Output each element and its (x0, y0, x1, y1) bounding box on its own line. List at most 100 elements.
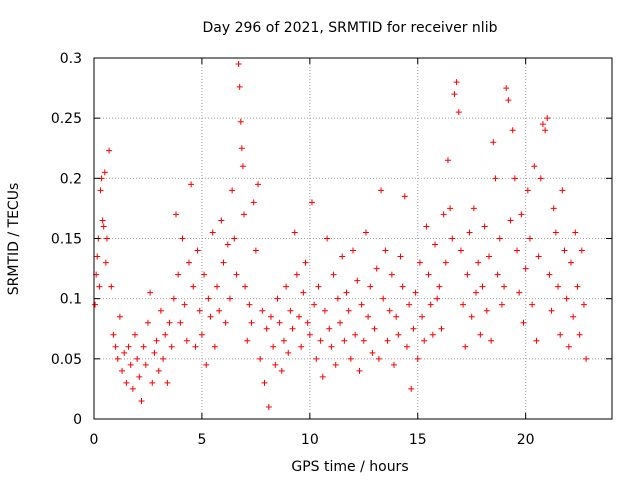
data-point (106, 147, 113, 154)
data-point (533, 337, 540, 344)
data-point (421, 337, 428, 344)
data-point (490, 139, 497, 146)
data-point (444, 157, 451, 164)
data-point (488, 337, 495, 344)
grid-lines (94, 58, 612, 419)
data-point (119, 367, 126, 374)
data-point (572, 229, 579, 236)
data-point (166, 319, 173, 326)
data-point (375, 355, 382, 362)
data-point (321, 307, 328, 314)
data-point (289, 325, 296, 332)
data-point (403, 343, 410, 350)
data-point (246, 301, 253, 308)
data-point (201, 271, 208, 278)
data-point (315, 283, 322, 290)
data-point (522, 265, 529, 272)
data-point (235, 61, 242, 68)
data-point (526, 235, 533, 242)
data-point (457, 247, 464, 254)
data-point (173, 211, 180, 218)
data-point (317, 337, 324, 344)
data-point (341, 337, 348, 344)
data-point (211, 343, 218, 350)
data-point (358, 301, 365, 308)
data-point (514, 247, 521, 254)
data-point (408, 385, 415, 392)
data-point (242, 283, 249, 290)
data-point (287, 307, 294, 314)
data-point (481, 223, 488, 230)
x-axis-label: GPS time / hours (291, 459, 408, 475)
data-point (319, 373, 326, 380)
data-point (216, 307, 223, 314)
data-point (356, 367, 363, 374)
data-point (332, 361, 339, 368)
data-point (112, 343, 119, 350)
data-point (280, 337, 287, 344)
data-point (580, 301, 587, 308)
data-point (384, 337, 391, 344)
chart-title: Day 296 of 2021, SRMTID for receiver nli… (203, 20, 498, 36)
data-point (399, 283, 406, 290)
data-point (198, 331, 205, 338)
x-tick-label: 15 (409, 432, 427, 448)
data-point (157, 307, 164, 314)
data-point (304, 319, 311, 326)
data-point (339, 253, 346, 260)
data-point (524, 187, 531, 194)
data-point (576, 331, 583, 338)
data-point (168, 343, 175, 350)
data-point (362, 229, 369, 236)
data-point (429, 331, 436, 338)
data-point (181, 301, 188, 308)
data-point (479, 283, 486, 290)
data-point (209, 229, 216, 236)
data-point (151, 349, 158, 356)
data-point (144, 319, 151, 326)
data-point (414, 355, 421, 362)
data-point (244, 337, 251, 344)
data-point (578, 247, 585, 254)
data-point (453, 79, 460, 86)
data-point (134, 355, 141, 362)
data-point (425, 271, 432, 278)
data-point (498, 301, 505, 308)
data-point (218, 217, 225, 224)
data-point (365, 313, 372, 320)
data-point (475, 259, 482, 266)
data-point (101, 169, 108, 176)
data-point (177, 319, 184, 326)
data-point (142, 361, 149, 368)
data-point (272, 361, 279, 368)
data-point (367, 283, 374, 290)
data-point (393, 313, 400, 320)
data-point (308, 199, 315, 206)
data-point (291, 229, 298, 236)
data-point (220, 259, 227, 266)
data-point (462, 343, 469, 350)
data-point (423, 223, 430, 230)
data-point (350, 247, 356, 254)
data-point (382, 247, 389, 254)
data-point (570, 313, 577, 320)
data-point (136, 373, 143, 380)
data-point (236, 83, 243, 90)
data-point (483, 307, 490, 314)
data-point (574, 283, 581, 290)
data-point (555, 283, 562, 290)
data-point (241, 211, 248, 218)
data-point (278, 367, 285, 374)
data-point (108, 283, 115, 290)
data-point (419, 313, 426, 320)
data-point (99, 217, 106, 224)
data-point (401, 193, 408, 200)
data-point (306, 331, 313, 338)
data-point (250, 199, 257, 206)
data-point (326, 325, 333, 332)
data-point (511, 175, 518, 182)
data-point (97, 187, 104, 194)
data-point (432, 241, 439, 248)
data-point (451, 91, 458, 98)
